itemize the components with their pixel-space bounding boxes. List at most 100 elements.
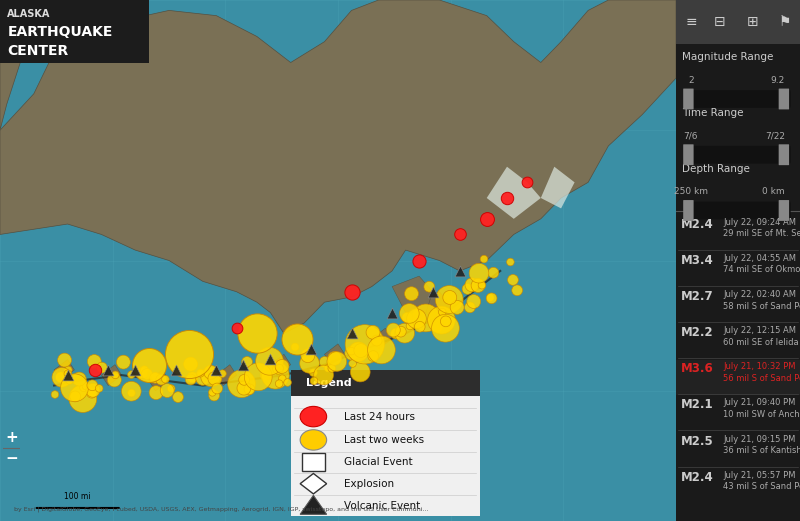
FancyBboxPatch shape <box>686 202 790 219</box>
Point <box>473 269 486 277</box>
FancyBboxPatch shape <box>778 200 789 221</box>
Point <box>394 328 407 336</box>
Text: July 21, 09:15 PM: July 21, 09:15 PM <box>723 435 795 444</box>
Point <box>375 346 388 354</box>
Point <box>68 383 81 392</box>
Point <box>386 308 398 317</box>
Point <box>204 368 217 376</box>
Point <box>206 388 218 396</box>
Text: 250 km: 250 km <box>674 187 708 196</box>
Point <box>434 315 447 324</box>
Point <box>210 384 223 393</box>
Text: 29 mil SE of Mt. Se...: 29 mil SE of Mt. Se... <box>723 229 800 238</box>
Text: July 22, 09:24 AM: July 22, 09:24 AM <box>723 218 796 227</box>
Text: Time Range: Time Range <box>682 108 744 118</box>
Polygon shape <box>392 276 433 313</box>
FancyBboxPatch shape <box>676 0 800 44</box>
Text: M2.2: M2.2 <box>681 326 714 339</box>
Point <box>484 293 497 302</box>
Text: M2.4: M2.4 <box>681 471 714 484</box>
Text: 60 mil SE of Ielida: 60 mil SE of Ielida <box>723 338 798 346</box>
Point <box>403 322 416 330</box>
Point <box>108 376 121 384</box>
Text: 0 km: 0 km <box>762 187 785 196</box>
Point <box>243 385 256 393</box>
Text: July 22, 02:40 AM: July 22, 02:40 AM <box>723 290 796 299</box>
Text: ⚑: ⚑ <box>779 15 791 29</box>
Point <box>405 290 418 298</box>
Point <box>346 349 358 357</box>
Point <box>155 376 168 384</box>
Point <box>303 359 316 367</box>
FancyBboxPatch shape <box>686 90 790 108</box>
Point <box>466 281 478 289</box>
FancyBboxPatch shape <box>686 146 790 164</box>
Point <box>461 285 474 293</box>
Point <box>281 378 294 387</box>
Point <box>235 380 248 388</box>
Point <box>345 288 358 296</box>
Point <box>86 389 98 397</box>
Point <box>272 365 285 373</box>
Point <box>291 334 304 343</box>
Polygon shape <box>149 370 169 391</box>
FancyBboxPatch shape <box>683 89 694 109</box>
Point <box>463 303 476 312</box>
Point <box>159 375 172 383</box>
Point <box>102 366 114 374</box>
Point <box>88 357 101 366</box>
Polygon shape <box>102 365 122 386</box>
Point <box>95 364 108 372</box>
Polygon shape <box>0 0 676 333</box>
Point <box>86 386 99 394</box>
Point <box>276 362 289 370</box>
Text: July 21, 10:32 PM: July 21, 10:32 PM <box>723 363 796 371</box>
Point <box>370 337 383 345</box>
Text: 100 mi: 100 mi <box>65 492 91 501</box>
Text: 2: 2 <box>688 76 694 84</box>
Point <box>264 355 277 364</box>
FancyBboxPatch shape <box>778 89 789 109</box>
Text: M3.6: M3.6 <box>681 363 714 375</box>
Point <box>196 374 209 382</box>
Point <box>387 326 400 334</box>
Point <box>419 314 432 322</box>
Point <box>73 375 86 383</box>
Point <box>485 294 498 303</box>
Polygon shape <box>372 328 392 349</box>
Point <box>443 295 456 304</box>
Point <box>77 394 90 403</box>
Point <box>328 354 341 363</box>
Point <box>426 288 439 296</box>
Point <box>467 297 480 306</box>
Point <box>210 366 222 374</box>
Point <box>54 373 67 381</box>
Point <box>439 324 452 332</box>
Point <box>302 352 314 360</box>
Polygon shape <box>541 167 574 208</box>
Point <box>480 215 493 223</box>
Text: July 21, 05:57 PM: July 21, 05:57 PM <box>723 471 796 480</box>
Polygon shape <box>216 365 237 386</box>
Point <box>478 255 490 263</box>
Point <box>62 369 74 378</box>
Point <box>238 384 250 392</box>
Text: July 22, 12:15 AM: July 22, 12:15 AM <box>723 326 796 335</box>
Point <box>504 258 517 266</box>
Point <box>125 389 138 397</box>
Point <box>49 390 62 399</box>
Point <box>129 366 142 374</box>
Point <box>109 371 122 379</box>
Point <box>475 281 488 289</box>
Point <box>354 368 366 376</box>
Point <box>170 366 182 374</box>
Text: Depth Range: Depth Range <box>682 164 750 173</box>
Point <box>358 340 371 349</box>
Point <box>345 347 358 355</box>
FancyBboxPatch shape <box>778 144 789 165</box>
Point <box>183 350 196 358</box>
Polygon shape <box>325 344 345 365</box>
Text: 74 mil SE of Okmok ...: 74 mil SE of Okmok ... <box>723 265 800 275</box>
Point <box>423 282 436 291</box>
Text: ⊞: ⊞ <box>747 15 758 29</box>
